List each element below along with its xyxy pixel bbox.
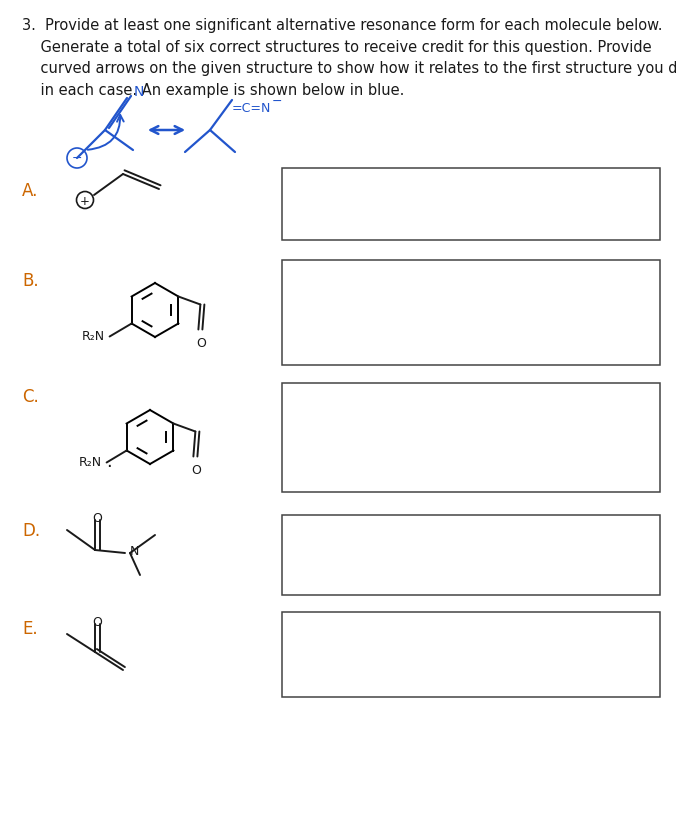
Bar — [282, 515, 660, 595]
Text: A.: A. — [22, 182, 39, 200]
Text: +: + — [80, 195, 90, 208]
Text: =C=N: =C=N — [232, 102, 271, 114]
Bar — [282, 612, 660, 697]
Text: E.: E. — [22, 620, 38, 638]
Text: R₂N: R₂N — [82, 330, 105, 343]
Text: R₂N: R₂N — [78, 456, 101, 469]
Text: O: O — [93, 512, 103, 525]
Text: −: − — [72, 151, 82, 164]
Text: C.: C. — [22, 388, 39, 406]
Bar — [282, 383, 660, 492]
Text: O: O — [191, 463, 201, 477]
Text: B.: B. — [22, 272, 39, 290]
Text: D.: D. — [22, 522, 40, 540]
Text: N: N — [134, 85, 145, 99]
Bar — [282, 168, 660, 240]
Text: O: O — [93, 616, 103, 629]
Text: N: N — [130, 544, 139, 558]
Text: 3.  Provide at least one significant alternative resonance form for each molecul: 3. Provide at least one significant alte… — [22, 18, 676, 98]
Text: .: . — [107, 453, 112, 470]
Text: −: − — [272, 94, 283, 108]
Bar — [282, 260, 660, 365]
Text: O: O — [197, 337, 206, 350]
